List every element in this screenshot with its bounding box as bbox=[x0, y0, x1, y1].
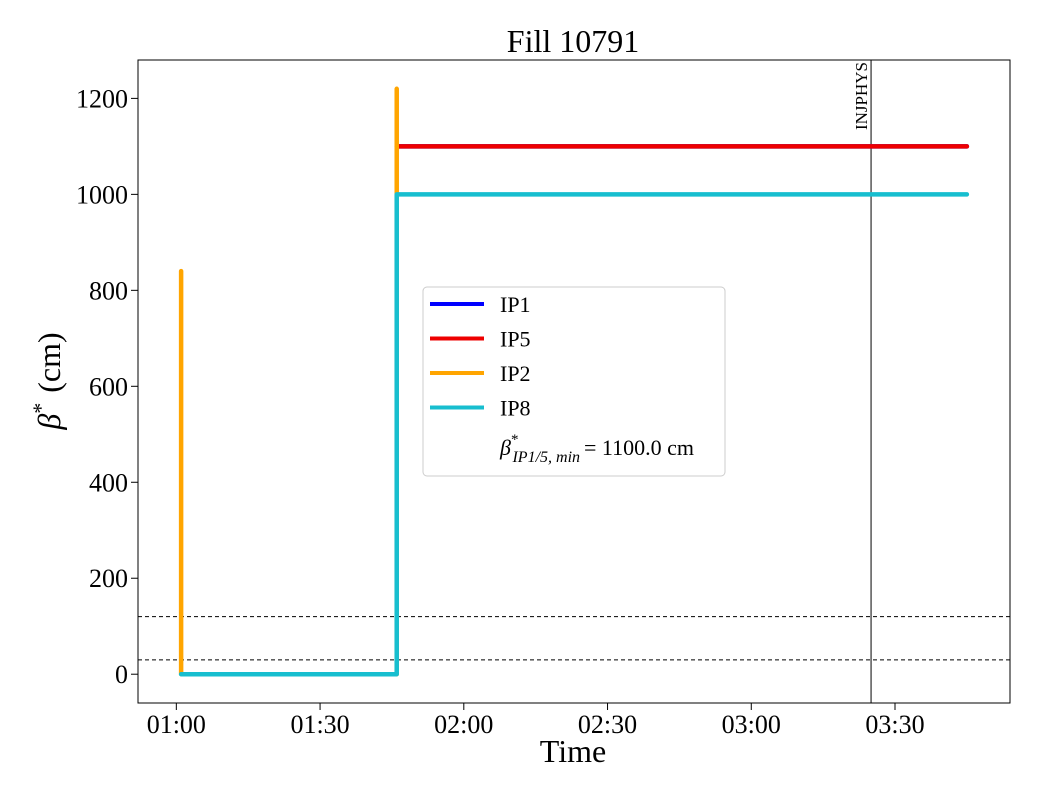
legend-note: β* IP1/5, min = 1100.0 cm bbox=[499, 432, 694, 466]
legend-label: IP5 bbox=[500, 327, 531, 352]
x-tick-label: 03:00 bbox=[722, 710, 781, 739]
y-axis-label: β* (cm) bbox=[28, 332, 67, 430]
x-tick-label: 02:00 bbox=[434, 710, 493, 739]
legend-box bbox=[422, 286, 726, 477]
legend-label: IP1 bbox=[500, 292, 531, 317]
y-tick-label: 800 bbox=[89, 276, 128, 305]
x-tick-label: 02:30 bbox=[578, 710, 637, 739]
legend-label: IP8 bbox=[500, 396, 531, 421]
y-label-symbol: β bbox=[31, 414, 67, 431]
y-tick-label: 200 bbox=[89, 564, 128, 593]
y-tick-label: 400 bbox=[89, 468, 128, 497]
y-tick-label: 1200 bbox=[76, 84, 128, 113]
event-label: INJPHYS bbox=[852, 62, 871, 130]
x-tick-label: 03:30 bbox=[865, 710, 924, 739]
legend-label: IP2 bbox=[500, 361, 531, 386]
series-line bbox=[178, 192, 970, 677]
note-sub: IP1/5, min bbox=[511, 449, 580, 466]
plot-frame bbox=[137, 59, 1011, 704]
y-tick-label: 1000 bbox=[76, 180, 128, 209]
x-tick-label: 01:30 bbox=[290, 710, 349, 739]
x-axis-label: Time bbox=[540, 733, 606, 769]
note-symbol: β bbox=[499, 435, 511, 460]
y-label-unit: (cm) bbox=[31, 332, 67, 392]
chart-title: Fill 10791 bbox=[507, 23, 639, 59]
note-sup: * bbox=[511, 432, 519, 448]
y-tick-label: 0 bbox=[115, 660, 128, 689]
x-tick-label: 01:00 bbox=[147, 710, 206, 739]
y-label-sup: * bbox=[28, 403, 53, 414]
y-tick-label: 600 bbox=[89, 372, 128, 401]
note-text: = 1100.0 cm bbox=[584, 435, 694, 460]
